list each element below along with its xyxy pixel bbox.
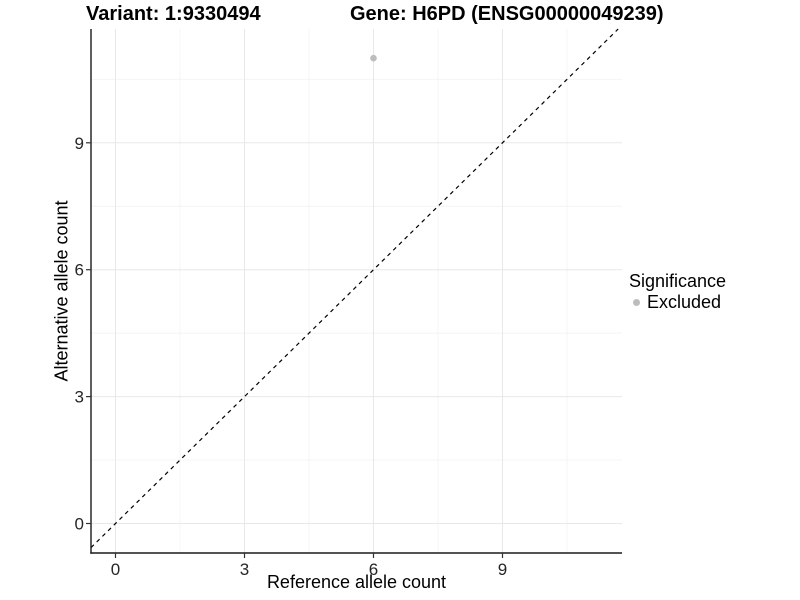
legend-item-excluded: Excluded (629, 292, 726, 312)
y-tick-label: 3 (75, 388, 84, 407)
identity-dashed-line (90, 28, 619, 549)
legend-title: Significance (629, 271, 727, 291)
x-axis-title: Reference allele count (266, 572, 447, 592)
x-tick-label: 6 (369, 560, 378, 579)
plot-title-gene: Gene: H6PD (ENSG00000049239) (350, 3, 664, 25)
legend: Significance Excluded (629, 270, 726, 312)
x-tick-label: 0 (111, 560, 120, 579)
x-tick-label: 9 (498, 560, 507, 579)
x-tick-label: 3 (240, 560, 249, 579)
legend-item-label: Excluded (647, 292, 722, 312)
y-tick-label: 6 (75, 261, 84, 280)
data-point-excluded (370, 54, 377, 62)
y-tick-label: 0 (75, 515, 84, 534)
legend-point-icon (633, 298, 640, 306)
y-tick-label: 9 (75, 134, 84, 153)
y-axis-title: Alternative allele count (51, 200, 72, 382)
plot-title-variant: Variant: 1:9330494 (86, 3, 261, 25)
